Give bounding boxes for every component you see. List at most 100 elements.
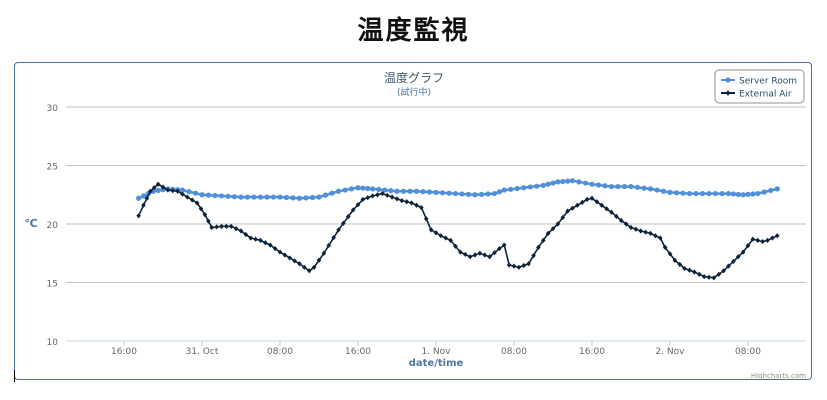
data-point[interactable] (459, 191, 465, 197)
data-point[interactable] (394, 196, 400, 202)
data-point[interactable] (730, 191, 736, 197)
data-point[interactable] (465, 191, 472, 197)
data-point[interactable] (380, 190, 385, 197)
data-point[interactable] (192, 190, 199, 196)
data-point[interactable] (680, 190, 686, 196)
data-point[interactable] (348, 186, 355, 192)
data-point[interactable] (326, 242, 332, 249)
data-point[interactable] (238, 228, 244, 234)
data-point[interactable] (745, 243, 751, 249)
data-point[interactable] (439, 190, 446, 196)
data-point[interactable] (365, 185, 371, 192)
data-point[interactable] (667, 189, 673, 196)
data-point[interactable] (376, 186, 382, 193)
data-point[interactable] (404, 199, 410, 205)
data-point[interactable] (238, 194, 244, 200)
data-point[interactable] (218, 193, 225, 199)
data-point[interactable] (462, 251, 468, 258)
data-point[interactable] (413, 188, 420, 194)
data-point[interactable] (263, 240, 268, 246)
data-point[interactable] (628, 224, 634, 231)
data-point[interactable] (719, 190, 725, 197)
data-point[interactable] (350, 207, 356, 213)
data-point[interactable] (384, 192, 390, 198)
data-point[interactable] (185, 194, 190, 200)
data-point[interactable] (287, 255, 293, 261)
data-point[interactable] (202, 212, 208, 218)
data-point[interactable] (297, 261, 302, 267)
data-point[interactable] (711, 275, 717, 281)
data-point[interactable] (755, 237, 761, 243)
data-point[interactable] (423, 216, 429, 222)
data-point[interactable] (491, 190, 498, 197)
data-point[interactable] (482, 252, 488, 258)
data-point[interactable] (420, 189, 426, 195)
data-point[interactable] (399, 198, 405, 204)
data-point[interactable] (521, 262, 527, 269)
data-point[interactable] (721, 268, 726, 274)
data-point[interactable] (446, 190, 452, 196)
data-point[interactable] (696, 271, 702, 277)
data-point[interactable] (428, 227, 434, 233)
data-point[interactable] (692, 269, 697, 275)
data-point[interactable] (531, 252, 536, 259)
data-point[interactable] (602, 183, 608, 189)
data-point[interactable] (765, 237, 770, 243)
data-point[interactable] (487, 254, 492, 260)
data-point[interactable] (277, 249, 283, 255)
data-point[interactable] (686, 190, 693, 197)
data-point[interactable] (618, 217, 624, 224)
data-point[interactable] (375, 192, 380, 198)
data-point[interactable] (170, 188, 176, 194)
data-point[interactable] (701, 274, 707, 280)
data-point[interactable] (725, 190, 732, 197)
data-point[interactable] (264, 194, 270, 200)
data-point[interactable] (228, 223, 234, 229)
data-point[interactable] (180, 191, 185, 197)
data-point[interactable] (365, 195, 371, 201)
data-point[interactable] (394, 188, 400, 194)
data-point[interactable] (448, 237, 453, 243)
data-point[interactable] (540, 237, 546, 243)
data-point[interactable] (267, 242, 273, 248)
data-point[interactable] (231, 194, 238, 200)
data-point[interactable] (360, 185, 366, 191)
data-point[interactable] (595, 182, 602, 188)
data-point[interactable] (316, 194, 322, 200)
data-point[interactable] (511, 263, 517, 269)
data-point[interactable] (141, 202, 146, 208)
data-point[interactable] (198, 206, 204, 212)
data-point[interactable] (699, 190, 706, 197)
data-point[interactable] (243, 231, 249, 238)
data-point[interactable] (329, 190, 335, 196)
data-point[interactable] (653, 233, 658, 239)
data-point[interactable] (253, 236, 258, 242)
data-point[interactable] (453, 243, 458, 249)
data-point[interactable] (336, 227, 341, 233)
data-point[interactable] (341, 220, 346, 226)
data-point[interactable] (555, 221, 561, 227)
data-point[interactable] (155, 187, 161, 194)
data-point[interactable] (712, 190, 719, 197)
data-point[interactable] (501, 187, 507, 193)
data-point[interactable] (633, 226, 639, 232)
data-point[interactable] (224, 223, 229, 229)
data-point[interactable] (388, 188, 394, 194)
data-point[interactable] (309, 194, 316, 201)
data-point[interactable] (335, 188, 342, 194)
data-point[interactable] (360, 196, 366, 203)
data-point[interactable] (443, 235, 449, 241)
data-point[interactable] (540, 182, 546, 188)
data-point[interactable] (248, 235, 254, 241)
data-point[interactable] (355, 185, 361, 191)
data-point[interactable] (565, 178, 571, 184)
data-point[interactable] (189, 197, 195, 203)
data-point[interactable] (579, 199, 585, 205)
data-point[interactable] (621, 183, 628, 190)
data-point[interactable] (478, 191, 485, 197)
data-point[interactable] (496, 189, 502, 195)
data-point[interactable] (136, 195, 142, 201)
data-point[interactable] (419, 205, 424, 211)
data-point[interactable] (426, 189, 433, 195)
data-point[interactable] (560, 178, 566, 185)
